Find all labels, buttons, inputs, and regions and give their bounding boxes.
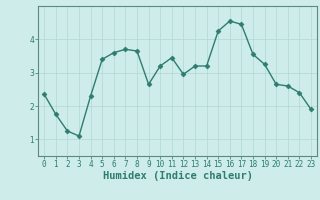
X-axis label: Humidex (Indice chaleur): Humidex (Indice chaleur) [103,171,252,181]
